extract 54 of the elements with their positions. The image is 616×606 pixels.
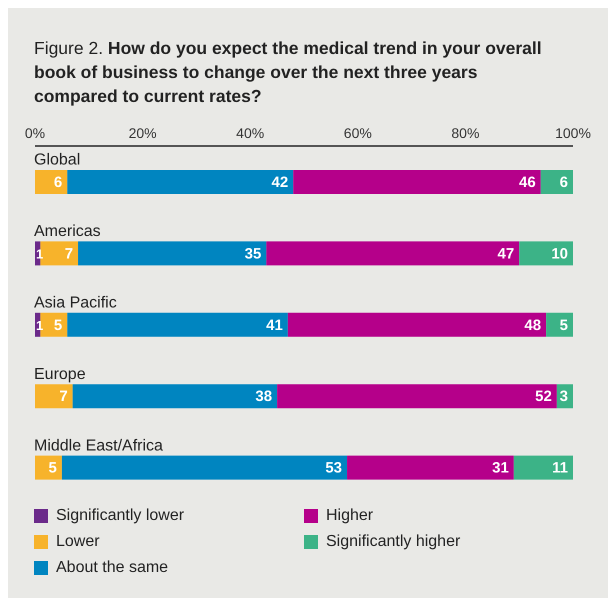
- data-label: 7: [59, 388, 68, 406]
- bar: [288, 312, 546, 337]
- data-label: 38: [255, 388, 272, 406]
- bar: [78, 241, 266, 266]
- data-label: 5: [54, 316, 62, 334]
- bar: [35, 384, 73, 408]
- bar: [35, 456, 62, 480]
- legend-label: Significantly lower: [55, 507, 186, 525]
- data-label: 5: [48, 460, 57, 477]
- x-tick-label: 60%: [344, 125, 372, 141]
- data-label: 6: [54, 174, 62, 191]
- data-label: 3: [560, 388, 568, 406]
- x-tick-label: 0%: [24, 125, 46, 141]
- bar: [35, 170, 68, 194]
- y-tick-label: Asia Pacific: [34, 294, 117, 312]
- data-label: 6: [560, 174, 568, 191]
- legend-label: About the same: [55, 559, 170, 577]
- x-tick-label: 80%: [451, 125, 480, 141]
- bar: [540, 170, 573, 194]
- bar: [546, 312, 573, 337]
- data-label: 11: [552, 460, 568, 477]
- data-label: 53: [325, 460, 342, 477]
- data-label: 41: [266, 316, 283, 334]
- bar: [519, 241, 573, 266]
- bar: [62, 456, 348, 480]
- data-label: 42: [272, 174, 288, 191]
- bar: [72, 384, 278, 408]
- bar: [514, 456, 573, 480]
- bar: [277, 384, 557, 408]
- data-label: 52: [535, 388, 552, 406]
- x-tick-label: 100%: [555, 125, 591, 141]
- x-tick-label: 40%: [236, 125, 264, 141]
- data-label: 7: [64, 245, 74, 262]
- y-tick-label: Middle East/Africa: [34, 437, 164, 454]
- data-label: 35: [244, 245, 262, 262]
- bar: [67, 170, 294, 194]
- chart-title: Figure 2. How do you expect the medical trend in your overall book of business to change over the next three years compared to current rates?: [34, 37, 543, 108]
- x-tick-label: 20%: [128, 125, 157, 141]
- bar: [293, 170, 541, 194]
- bar: [67, 312, 288, 337]
- legend-label: Significantly higher: [325, 533, 462, 551]
- data-label: 47: [498, 245, 514, 262]
- data-label: 31: [492, 460, 509, 477]
- data-label: 46: [519, 174, 536, 191]
- data-label: 5: [560, 316, 568, 334]
- y-tick-label: Global: [34, 152, 80, 169]
- y-tick-label: Europe: [34, 366, 86, 383]
- legend-label: Higher: [325, 507, 374, 525]
- legend-label: Lower: [55, 533, 101, 551]
- data-label: 48: [524, 316, 542, 334]
- data-label: 10: [551, 245, 568, 262]
- y-tick-label: Americas: [34, 223, 101, 240]
- bar: [266, 241, 520, 266]
- bar: [347, 456, 514, 480]
